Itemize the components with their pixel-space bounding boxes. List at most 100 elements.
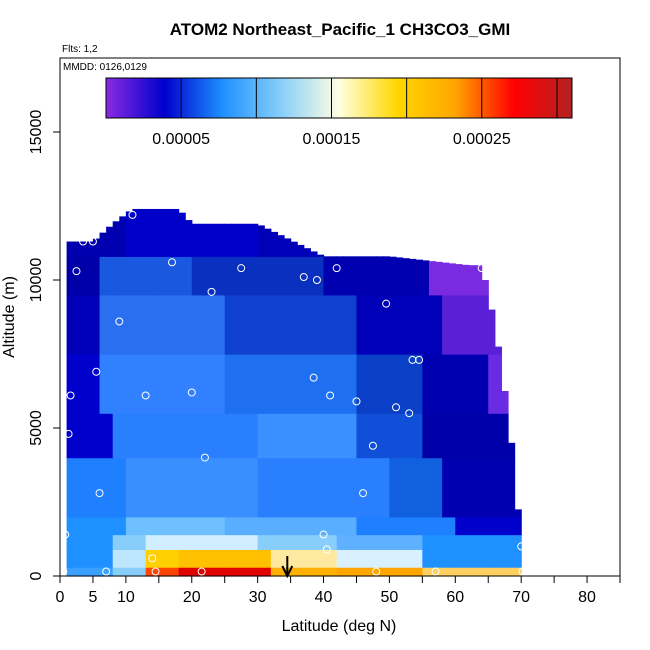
curtain-cell [178, 516, 186, 536]
curtain-cell [396, 549, 404, 568]
curtain-cell [264, 294, 272, 355]
curtain-cell [303, 354, 311, 414]
curtain-cell [435, 261, 443, 296]
curtain-cell [409, 354, 417, 414]
curtain-cell [251, 413, 259, 459]
curtain-cell [389, 256, 397, 296]
curtain-cell [468, 549, 476, 568]
curtain-cell [481, 280, 489, 296]
flight-track-point [59, 567, 68, 576]
curtain-cell [363, 256, 371, 296]
curtain-cell [198, 534, 206, 550]
curtain-cell [290, 534, 298, 550]
curtain-cell [125, 457, 134, 518]
curtain-cell [461, 413, 470, 459]
curtain-cell [92, 294, 101, 355]
curtain-cell [415, 567, 423, 577]
flight-track-point [128, 210, 137, 219]
curtain-cell [389, 534, 397, 550]
curtain-cell [231, 516, 239, 536]
curtain-cell [336, 256, 344, 296]
curtain-cell [435, 413, 443, 459]
curtain-cell [369, 354, 377, 414]
curtain-cell [323, 294, 331, 355]
curtain-cell [475, 354, 483, 414]
curtain-cell [310, 549, 318, 568]
curtain-cell [323, 549, 331, 568]
curtain-cell [132, 208, 140, 257]
curtain-cell [191, 534, 199, 550]
x-tick-label: 60 [446, 589, 464, 606]
curtain-cell [349, 256, 358, 296]
curtain-cell [264, 534, 272, 550]
curtain-cell [198, 223, 206, 257]
curtain-cell [224, 413, 232, 459]
curtain-cell [270, 549, 279, 568]
curtain-cell [257, 294, 265, 355]
flight-track-point [207, 287, 216, 296]
curtain-cell [330, 516, 338, 536]
curtain-cell [290, 516, 298, 536]
curtain-cell [264, 567, 272, 577]
curtain-cell [284, 354, 292, 414]
curtain-cell [257, 256, 265, 296]
curtain-cell [158, 457, 167, 518]
curtain-cell [475, 549, 483, 568]
curtain-cell [270, 354, 279, 414]
curtain-cell [211, 534, 219, 550]
curtain-cell [356, 413, 364, 459]
curtain-cell [356, 256, 364, 296]
curtain-cell [211, 567, 219, 577]
curtain-cell [376, 457, 384, 518]
curtain-cell [270, 231, 279, 257]
curtain-cell [488, 354, 496, 414]
curtain-cell [382, 413, 391, 459]
curtain-cell [204, 457, 213, 518]
curtain-cell [284, 238, 292, 257]
curtain-cell [442, 516, 450, 536]
curtain-cell [336, 294, 344, 355]
curtain-cell [73, 549, 81, 568]
curtain-cell [132, 294, 140, 355]
curtain-cell [343, 516, 351, 536]
curtain-cell [369, 413, 377, 459]
curtain-cell [204, 567, 213, 577]
curtain-cell [152, 354, 160, 414]
curtain-cell [218, 413, 226, 459]
flight-track-point [237, 264, 246, 273]
curtain-cell [244, 567, 252, 577]
curtain-cell [428, 354, 437, 414]
flight-track-point [64, 429, 73, 438]
curtain-cell [251, 516, 259, 536]
curtain-cell [442, 294, 450, 355]
curtain-cell [475, 567, 483, 577]
curtain-cell [330, 567, 338, 577]
curtain-cell [297, 413, 305, 459]
flight-track-point [187, 388, 196, 397]
curtain-cell [356, 516, 364, 536]
curtain-cell [145, 413, 153, 459]
curtain-cell [448, 457, 456, 518]
curtain-cell [257, 413, 265, 459]
curtain-cell [152, 457, 160, 518]
curtain-cell [448, 354, 456, 414]
curtain-cell [237, 294, 246, 355]
curtain-cell [112, 294, 120, 355]
curtain-cell [468, 413, 476, 459]
curtain-cell [185, 534, 193, 550]
curtain-cell [316, 534, 325, 550]
flight-track-point [148, 554, 157, 563]
curtain-cell [198, 457, 206, 518]
x-tick-label: 50 [381, 589, 399, 606]
curtain-cell [158, 413, 167, 459]
curtain-cell [270, 294, 279, 355]
curtain-cell [336, 457, 344, 518]
curtain-cell [172, 567, 180, 577]
curtain-cell [152, 294, 160, 355]
curtain-cell [277, 413, 285, 459]
curtain-cell [112, 413, 120, 459]
curtain-cell [172, 256, 180, 296]
curtain-cell [224, 294, 232, 355]
curtain-cell [363, 534, 371, 550]
curtain-cell [106, 516, 114, 536]
